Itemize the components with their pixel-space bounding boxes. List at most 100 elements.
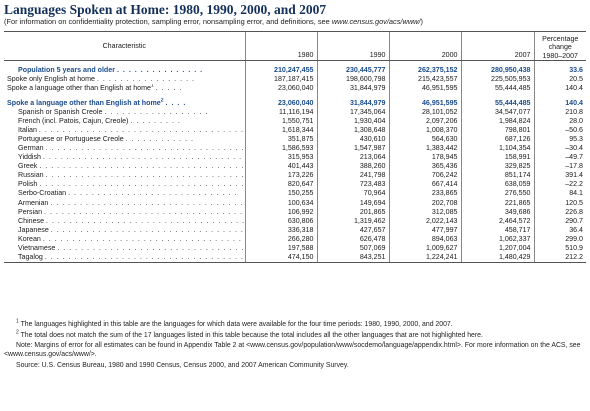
value-2000: 667,414 xyxy=(388,180,461,190)
leader-dots: . . . . . . . . . xyxy=(130,116,181,125)
row-label: Italian . . . . . . . . . . . . . . . . … xyxy=(4,126,245,135)
leader-dots: . . . . . . . . . . . . . . . . . . . . … xyxy=(68,189,238,198)
value-1980: 401,443 xyxy=(244,161,317,172)
value-1990: 230,445,777 xyxy=(316,66,389,76)
value-1990: 427,657 xyxy=(316,225,389,235)
value-1980: 315,953 xyxy=(244,152,317,162)
value-2007: 1,062,337 xyxy=(460,234,534,244)
value-2007: 34,547,077 xyxy=(460,107,534,117)
row-label-text: Spoke a language other than English at h… xyxy=(7,98,161,107)
value-1980: 266,280 xyxy=(244,234,317,244)
value-2000: 564,630 xyxy=(388,134,461,144)
row-label-text: Chinese xyxy=(18,216,45,225)
value-2007: 1,480,429 xyxy=(460,252,534,263)
table-row: German . . . . . . . . . . . . . . . . .… xyxy=(4,143,586,153)
header-pct-line2: change xyxy=(548,43,572,52)
row-label: Polish . . . . . . . . . . . . . . . . .… xyxy=(4,180,245,189)
value-2007: 1,104,354 xyxy=(460,143,534,153)
spacer-cell xyxy=(244,60,317,66)
spacer-row xyxy=(4,60,586,66)
leader-dots: . . . . . . . . . . . . . . . . . . . . … xyxy=(46,216,245,225)
value-2000: 233,865 xyxy=(388,189,461,199)
row-label-text: Persian xyxy=(18,207,43,216)
value-2007: 55,444,485 xyxy=(460,84,534,94)
percent-change: 290.7 xyxy=(533,216,586,226)
value-2000: 262,375,152 xyxy=(388,66,461,76)
value-2007: 1,984,824 xyxy=(460,116,534,126)
percent-change: 95.3 xyxy=(533,134,586,144)
value-1980: 106,992 xyxy=(244,207,317,217)
value-1980: 1,618,344 xyxy=(244,125,317,135)
percent-change: 140.4 xyxy=(533,98,586,108)
leader-dots: . . . . . . . . . . . . . . . . . . . . … xyxy=(45,171,245,180)
spacer-row xyxy=(4,93,586,99)
header-pct-line3: 1980–2007 xyxy=(542,51,578,60)
leader-dots: . . . . . . . . . . . . . . . . . . . . … xyxy=(43,153,243,162)
percent-change: 33.6 xyxy=(533,66,586,76)
value-1990: 149,694 xyxy=(316,198,389,208)
row-label: Serbo-Croatian . . . . . . . . . . . . .… xyxy=(4,189,245,198)
summary-row: Spoke a language other than English at h… xyxy=(4,84,586,94)
value-1980: 630,806 xyxy=(244,216,317,226)
spacer-cell xyxy=(460,93,534,99)
row-label-text: Portuguese or Portuguese Creole xyxy=(18,134,124,143)
leader-dots: . . . . . . . . . . . . . . . . . . . . … xyxy=(50,198,244,207)
leader-dots: . . . . . . . . . . . . . . . xyxy=(116,66,204,75)
summary-row: Spoke only English at home . . . . . . .… xyxy=(4,75,586,85)
row-label: Russian . . . . . . . . . . . . . . . . … xyxy=(4,171,245,180)
leader-dots: . . . . . . . . . . . . . . . . . . xyxy=(104,107,209,116)
value-1990: 198,600,798 xyxy=(316,75,389,85)
leader-dots: . . . . . . . . . . . . . . . . . . . . … xyxy=(45,144,245,152)
spacer-cell xyxy=(388,60,461,66)
value-2000: 2,022,143 xyxy=(388,216,461,226)
percent-change: 510.9 xyxy=(533,243,586,253)
value-2007: 329,825 xyxy=(460,161,534,172)
value-2000: 178,945 xyxy=(388,152,461,162)
spacer-cell xyxy=(316,60,389,66)
value-1980: 351,875 xyxy=(244,134,317,144)
value-1990: 430,610 xyxy=(316,134,389,144)
row-label-text: Tagalog xyxy=(18,253,43,262)
value-1980: 11,116,194 xyxy=(244,107,317,117)
table-row: Chinese . . . . . . . . . . . . . . . . … xyxy=(4,216,586,226)
value-2007: 2,464,572 xyxy=(460,216,534,226)
row-label: Spoke only English at home . . . . . . .… xyxy=(4,75,245,84)
source-note: Source: U.S. Census Bureau, 1980 and 199… xyxy=(16,361,349,369)
value-1980: 100,634 xyxy=(244,198,317,208)
value-1990: 626,478 xyxy=(316,234,389,244)
row-label-text: Spoke only English at home xyxy=(7,75,95,84)
spacer-cell xyxy=(533,93,586,99)
percent-change: –49.7 xyxy=(533,152,586,162)
row-label: Tagalog . . . . . . . . . . . . . . . . … xyxy=(4,252,245,263)
table-row: Persian . . . . . . . . . . . . . . . . … xyxy=(4,207,586,217)
header-1980: 1980 xyxy=(244,31,317,61)
value-2007: 158,991 xyxy=(460,152,534,162)
value-1980: 173,226 xyxy=(244,171,317,181)
value-1990: 31,844,979 xyxy=(316,84,389,94)
footnote-2: 2 The total does not match the sum of th… xyxy=(4,330,582,341)
row-label: Vietnamese . . . . . . . . . . . . . . .… xyxy=(4,244,245,253)
table-row: Vietnamese . . . . . . . . . . . . . . .… xyxy=(4,243,586,253)
value-2007: 1,207,004 xyxy=(460,243,534,253)
row-label: Armenian . . . . . . . . . . . . . . . .… xyxy=(4,198,245,207)
value-2000: 46,951,595 xyxy=(388,84,461,94)
row-label: Population 5 years and older . . . . . .… xyxy=(4,66,245,75)
leader-dots: . . . . . . . . . . . . . . . . . xyxy=(96,75,195,84)
spacer-cell xyxy=(388,93,461,99)
value-2000: 312,085 xyxy=(388,207,461,217)
value-2000: 2,097,206 xyxy=(388,116,461,126)
row-label: Spoke a language other than English at h… xyxy=(4,84,245,93)
value-1990: 1,547,987 xyxy=(316,143,389,153)
footnote-marker: 2 xyxy=(160,98,164,104)
percent-change: 36.4 xyxy=(533,225,586,235)
row-label: Spoke a language other than English at h… xyxy=(4,98,245,107)
header-pct-line1: Percentage xyxy=(542,34,579,43)
value-1990: 1,308,648 xyxy=(316,125,389,135)
subtitle-url[interactable]: www.census.gov/acs/www/ xyxy=(331,17,421,26)
margins-note: Note: Margins of error for all estimates… xyxy=(4,342,581,359)
table-row: Korean . . . . . . . . . . . . . . . . .… xyxy=(4,234,586,244)
row-label: Spanish or Spanish Creole . . . . . . . … xyxy=(4,107,245,116)
table-header-row: Characteristic 1980 1990 2000 2007 Perce… xyxy=(4,31,586,61)
subtitle-suffix: ) xyxy=(420,17,424,26)
percent-change: –30.4 xyxy=(533,143,586,153)
